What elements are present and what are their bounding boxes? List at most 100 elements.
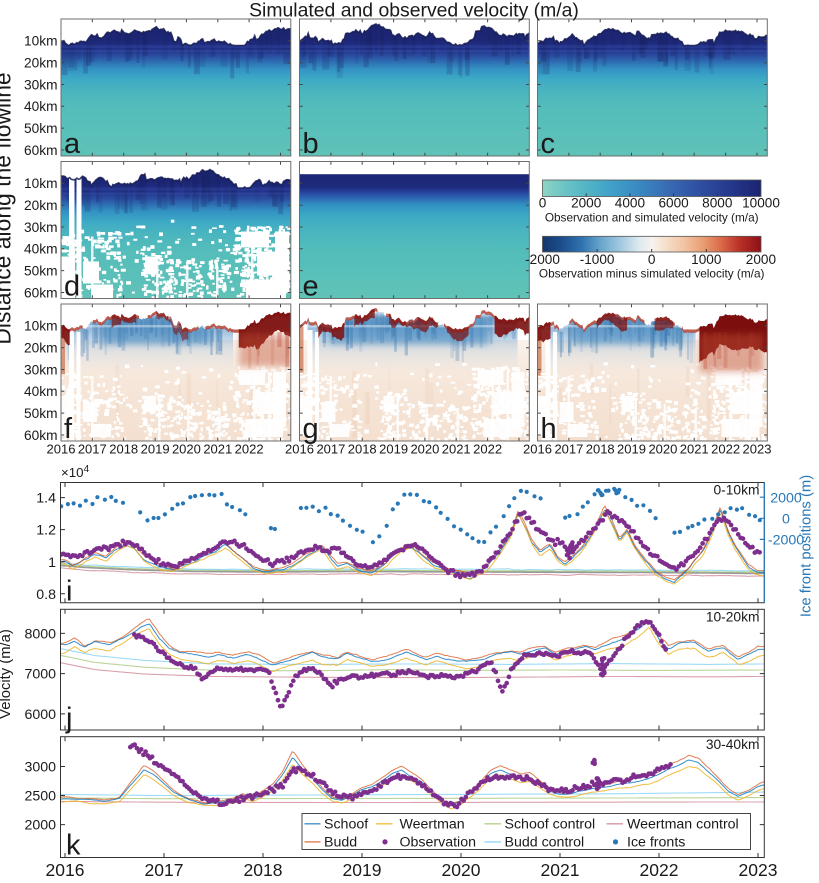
svg-text:Ice front positions (m): Ice front positions (m) (799, 475, 815, 617)
svg-text:Ice fronts: Ice fronts (627, 835, 685, 851)
svg-text:30km: 30km (24, 362, 57, 377)
svg-text:2019: 2019 (343, 860, 382, 880)
svg-text:40km: 40km (24, 242, 57, 257)
svg-text:6000: 6000 (24, 707, 56, 723)
svg-text:10-20km: 10-20km (706, 610, 760, 625)
svg-text:0: 0 (648, 252, 656, 267)
svg-text:e: e (303, 271, 319, 303)
svg-text:d: d (64, 271, 80, 303)
svg-text:60km: 60km (24, 428, 57, 443)
svg-text:2000: 2000 (24, 818, 56, 834)
svg-text:2019: 2019 (379, 442, 408, 457)
svg-text:-1000: -1000 (580, 252, 615, 267)
svg-text:1.2: 1.2 (36, 523, 56, 539)
svg-text:2018: 2018 (348, 442, 377, 457)
svg-text:2022: 2022 (473, 442, 502, 457)
svg-text:i: i (66, 576, 72, 608)
svg-text:40km: 40km (24, 384, 57, 399)
svg-text:×104: ×104 (61, 464, 90, 480)
svg-text:1.4: 1.4 (36, 491, 56, 507)
svg-text:4000: 4000 (615, 196, 646, 211)
svg-text:2018: 2018 (244, 860, 283, 880)
svg-text:-2000: -2000 (768, 533, 804, 549)
svg-text:2017: 2017 (78, 442, 107, 457)
svg-text:0: 0 (782, 511, 790, 527)
svg-text:Distance along the flowline: Distance along the flowline (0, 72, 16, 344)
svg-text:2021: 2021 (680, 442, 709, 457)
svg-text:50km: 50km (24, 121, 57, 136)
svg-text:10000: 10000 (742, 196, 780, 211)
svg-text:Weertman: Weertman (400, 816, 465, 832)
svg-text:b: b (303, 128, 319, 160)
svg-text:50km: 50km (24, 406, 57, 421)
svg-text:Observation minus simulated ve: Observation minus simulated velocity (m/… (539, 267, 765, 281)
svg-text:10km: 10km (24, 34, 57, 49)
svg-text:a: a (64, 128, 81, 160)
svg-text:2021: 2021 (203, 442, 232, 457)
svg-text:Observation and simulated velo: Observation and simulated velocity (m/a) (545, 211, 759, 225)
svg-text:Simulated and observed velocit: Simulated and observed velocity (m/a) (249, 0, 579, 22)
svg-text:30-40km: 30-40km (706, 737, 760, 752)
svg-text:1000: 1000 (691, 252, 722, 267)
svg-text:0.8: 0.8 (36, 587, 56, 603)
svg-text:2500: 2500 (24, 789, 56, 805)
svg-text:1: 1 (48, 555, 56, 571)
svg-text:2000: 2000 (746, 252, 777, 267)
svg-text:2000: 2000 (571, 196, 602, 211)
svg-text:50km: 50km (24, 264, 57, 279)
svg-text:8000: 8000 (24, 627, 56, 643)
svg-text:2016: 2016 (523, 442, 552, 457)
svg-text:2020: 2020 (410, 442, 439, 457)
svg-text:10km: 10km (24, 319, 57, 334)
svg-text:30km: 30km (24, 77, 57, 92)
svg-text:2018: 2018 (109, 442, 138, 457)
svg-text:Weertman control: Weertman control (627, 816, 739, 832)
svg-text:20km: 20km (24, 341, 57, 356)
svg-text:Schoof control: Schoof control (505, 816, 596, 832)
svg-text:2022: 2022 (640, 860, 679, 880)
svg-text:20km: 20km (24, 56, 57, 71)
svg-text:2020: 2020 (442, 860, 481, 880)
svg-text:10km: 10km (24, 176, 57, 191)
svg-text:Velocity (m/a): Velocity (m/a) (0, 629, 14, 719)
svg-text:0: 0 (539, 196, 547, 211)
svg-text:60km: 60km (24, 143, 57, 158)
svg-text:8000: 8000 (702, 196, 733, 211)
svg-text:2023: 2023 (743, 442, 772, 457)
svg-text:2000: 2000 (770, 490, 802, 506)
svg-text:2019: 2019 (141, 442, 170, 457)
svg-text:k: k (66, 830, 81, 862)
svg-text:Budd control: Budd control (505, 835, 585, 851)
svg-text:2017: 2017 (316, 442, 345, 457)
svg-text:h: h (541, 413, 557, 445)
svg-text:60km: 60km (24, 285, 57, 300)
svg-text:30km: 30km (24, 220, 57, 235)
svg-text:j: j (65, 703, 72, 735)
svg-text:3000: 3000 (24, 760, 56, 776)
svg-text:2019: 2019 (617, 442, 646, 457)
svg-text:f: f (64, 413, 73, 445)
svg-text:Budd: Budd (324, 835, 357, 851)
svg-text:7000: 7000 (24, 667, 56, 683)
svg-text:-2000: -2000 (525, 252, 560, 267)
svg-text:2020: 2020 (172, 442, 201, 457)
svg-text:2023: 2023 (739, 860, 778, 880)
svg-text:6000: 6000 (658, 196, 689, 211)
svg-text:2022: 2022 (235, 442, 264, 457)
svg-text:2020: 2020 (648, 442, 677, 457)
svg-text:0-10km: 0-10km (713, 483, 759, 498)
svg-text:Schoof: Schoof (324, 816, 368, 832)
svg-text:2022: 2022 (711, 442, 740, 457)
svg-text:c: c (541, 128, 556, 160)
svg-text:2016: 2016 (46, 860, 85, 880)
svg-text:g: g (303, 413, 319, 445)
svg-text:40km: 40km (24, 99, 57, 114)
svg-text:Observation: Observation (400, 835, 477, 851)
svg-text:2017: 2017 (554, 442, 583, 457)
svg-text:2018: 2018 (586, 442, 615, 457)
svg-text:20km: 20km (24, 198, 57, 213)
svg-text:2016: 2016 (47, 442, 76, 457)
svg-text:2016: 2016 (285, 442, 314, 457)
svg-text:2021: 2021 (442, 442, 471, 457)
svg-text:2017: 2017 (145, 860, 184, 880)
